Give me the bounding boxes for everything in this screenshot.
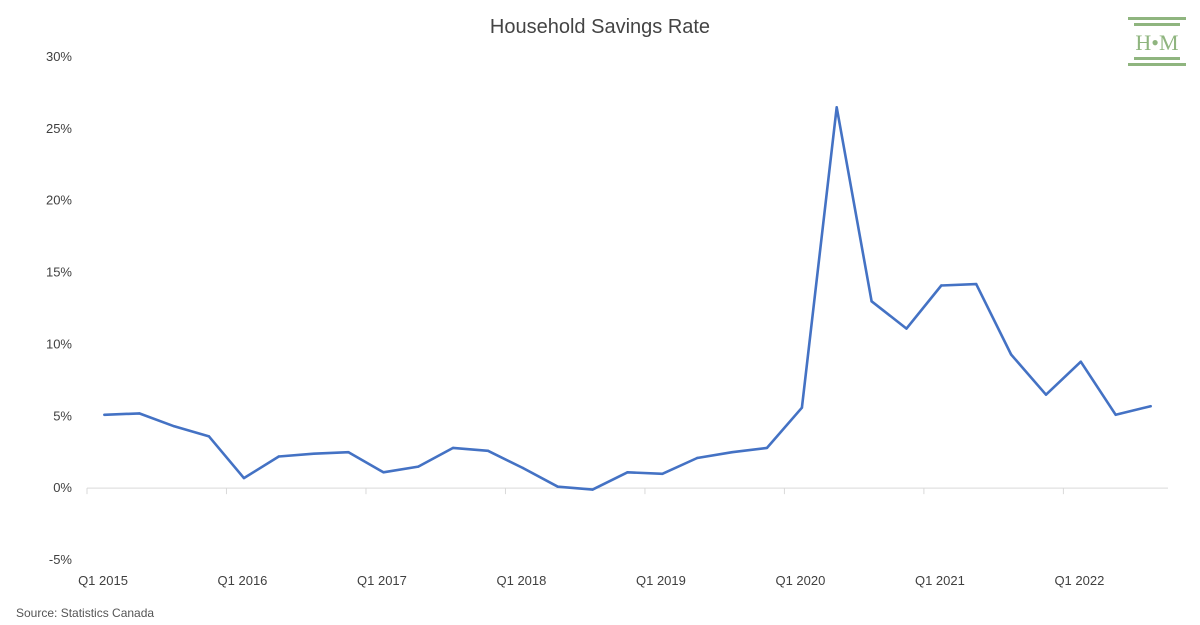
data-point <box>207 435 211 438</box>
data-point <box>312 452 315 455</box>
logo-bar <box>1128 63 1186 66</box>
y-tick-label: 5% <box>53 408 72 423</box>
data-point <box>242 476 246 480</box>
data-point <box>103 413 106 416</box>
x-tick-label: Q1 2016 <box>218 573 268 588</box>
data-point <box>765 446 769 450</box>
y-tick-label: 20% <box>46 193 72 208</box>
x-tick-label: Q1 2021 <box>915 573 965 588</box>
source-note: Source: Statistics Canada <box>16 606 154 620</box>
data-point <box>521 466 525 470</box>
y-tick-label: 0% <box>53 480 72 495</box>
data-point <box>1009 353 1013 356</box>
series-layer <box>103 106 1152 491</box>
data-point <box>626 471 629 474</box>
hm-logo: H•M <box>1128 17 1186 66</box>
x-tick-label: Q1 2020 <box>775 573 825 588</box>
chart-title: Household Savings Rate <box>490 16 710 38</box>
x-tick-label: Q1 2015 <box>78 573 128 588</box>
logo-bar <box>1128 17 1186 20</box>
data-point <box>870 300 873 303</box>
logo-text: H•M <box>1135 30 1178 55</box>
y-tick-label: 25% <box>46 121 72 136</box>
x-tick-label: Q1 2017 <box>357 573 407 588</box>
data-point <box>417 465 420 468</box>
data-point <box>905 327 908 330</box>
y-tick-label: 30% <box>46 49 72 64</box>
data-point <box>696 456 699 460</box>
data-point <box>1114 413 1117 416</box>
x-tick-label: Q1 2018 <box>497 573 547 588</box>
data-point <box>451 446 455 450</box>
series-line <box>103 106 1152 491</box>
data-point <box>975 282 978 286</box>
x-tick-label: Q1 2022 <box>1054 573 1104 588</box>
logo-bar <box>1134 23 1180 26</box>
data-point <box>800 406 804 409</box>
x-axis: Q1 2015 Q1 2016 Q1 2017 Q1 2018 Q1 2019 Q1 20… <box>78 487 1168 588</box>
data-point <box>173 425 176 428</box>
y-tick-label: 15% <box>46 265 72 280</box>
data-point <box>730 451 734 454</box>
data-point <box>1149 405 1152 408</box>
data-point <box>1044 393 1048 396</box>
logo-bar <box>1134 57 1180 60</box>
data-point <box>940 284 943 287</box>
data-point <box>486 449 490 452</box>
data-point <box>138 412 141 415</box>
data-point <box>1079 360 1083 363</box>
y-tick-label: 10% <box>46 336 72 351</box>
data-point <box>591 488 594 491</box>
data-point <box>347 451 350 454</box>
y-tick-label: -5% <box>49 552 73 567</box>
data-point <box>556 485 559 488</box>
x-tick-label: Q1 2019 <box>636 573 686 588</box>
data-point <box>661 472 664 475</box>
y-axis: 30% 25% 20% 15% 10% 5% 0% -5% <box>46 49 72 567</box>
data-point <box>835 106 838 109</box>
data-point <box>382 471 385 474</box>
data-point <box>277 455 280 458</box>
